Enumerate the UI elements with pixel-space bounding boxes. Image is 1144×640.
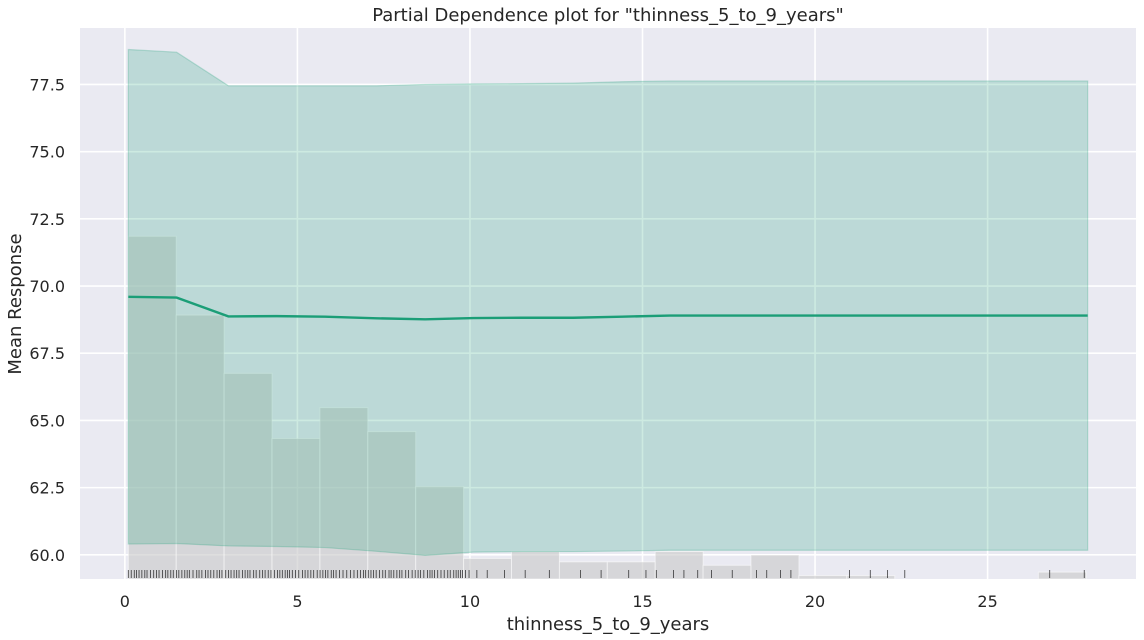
histogram-bar bbox=[127, 235, 177, 580]
histogram-bar bbox=[606, 561, 656, 580]
chart-title: Partial Dependence plot for "thinness_5_… bbox=[372, 5, 844, 26]
tick-labels: 0 5 10 15 20 25 60.0 62.5 65.0 67.5 70.0 72.5 75.0 77… bbox=[29, 75, 997, 611]
x-tick-label: 5 bbox=[292, 592, 302, 611]
x-tick-label: 10 bbox=[460, 592, 480, 611]
y-tick-label: 67.5 bbox=[29, 344, 65, 363]
histogram-bar bbox=[798, 575, 848, 580]
rug-plot bbox=[127, 570, 1085, 578]
histogram-bar bbox=[654, 551, 704, 580]
y-tick-label: 70.0 bbox=[29, 277, 65, 296]
y-tick-label: 60.0 bbox=[29, 546, 65, 565]
histogram-bar bbox=[702, 564, 752, 580]
histogram-bar bbox=[415, 485, 465, 580]
confidence-band-area bbox=[127, 48, 1089, 556]
histogram-bar bbox=[223, 372, 273, 580]
y-axis-label: Mean Response bbox=[5, 233, 26, 374]
histogram-bar bbox=[750, 554, 800, 580]
histogram bbox=[127, 235, 1087, 580]
histogram-bar bbox=[1037, 571, 1087, 580]
y-tick-label: 72.5 bbox=[29, 210, 65, 229]
confidence-band bbox=[127, 48, 1089, 556]
mean-response-path bbox=[128, 295, 1088, 321]
x-tick-label: 0 bbox=[120, 592, 130, 611]
histogram-bar bbox=[558, 561, 608, 580]
histogram-bar bbox=[511, 551, 560, 580]
x-tick-label: 20 bbox=[805, 592, 825, 611]
y-tick-label: 62.5 bbox=[29, 479, 65, 498]
histogram-bar bbox=[175, 314, 225, 580]
x-tick-label: 25 bbox=[977, 592, 997, 611]
mean-response-line bbox=[128, 295, 1088, 321]
x-tick-label: 15 bbox=[632, 592, 652, 611]
y-tick-label: 65.0 bbox=[29, 411, 65, 430]
histogram-bar bbox=[367, 431, 417, 580]
y-tick-label: 75.0 bbox=[29, 143, 65, 162]
x-axis-label: thinness_5_to_9_years bbox=[507, 614, 710, 635]
y-tick-label: 77.5 bbox=[29, 75, 65, 94]
histogram-bar bbox=[846, 575, 896, 580]
